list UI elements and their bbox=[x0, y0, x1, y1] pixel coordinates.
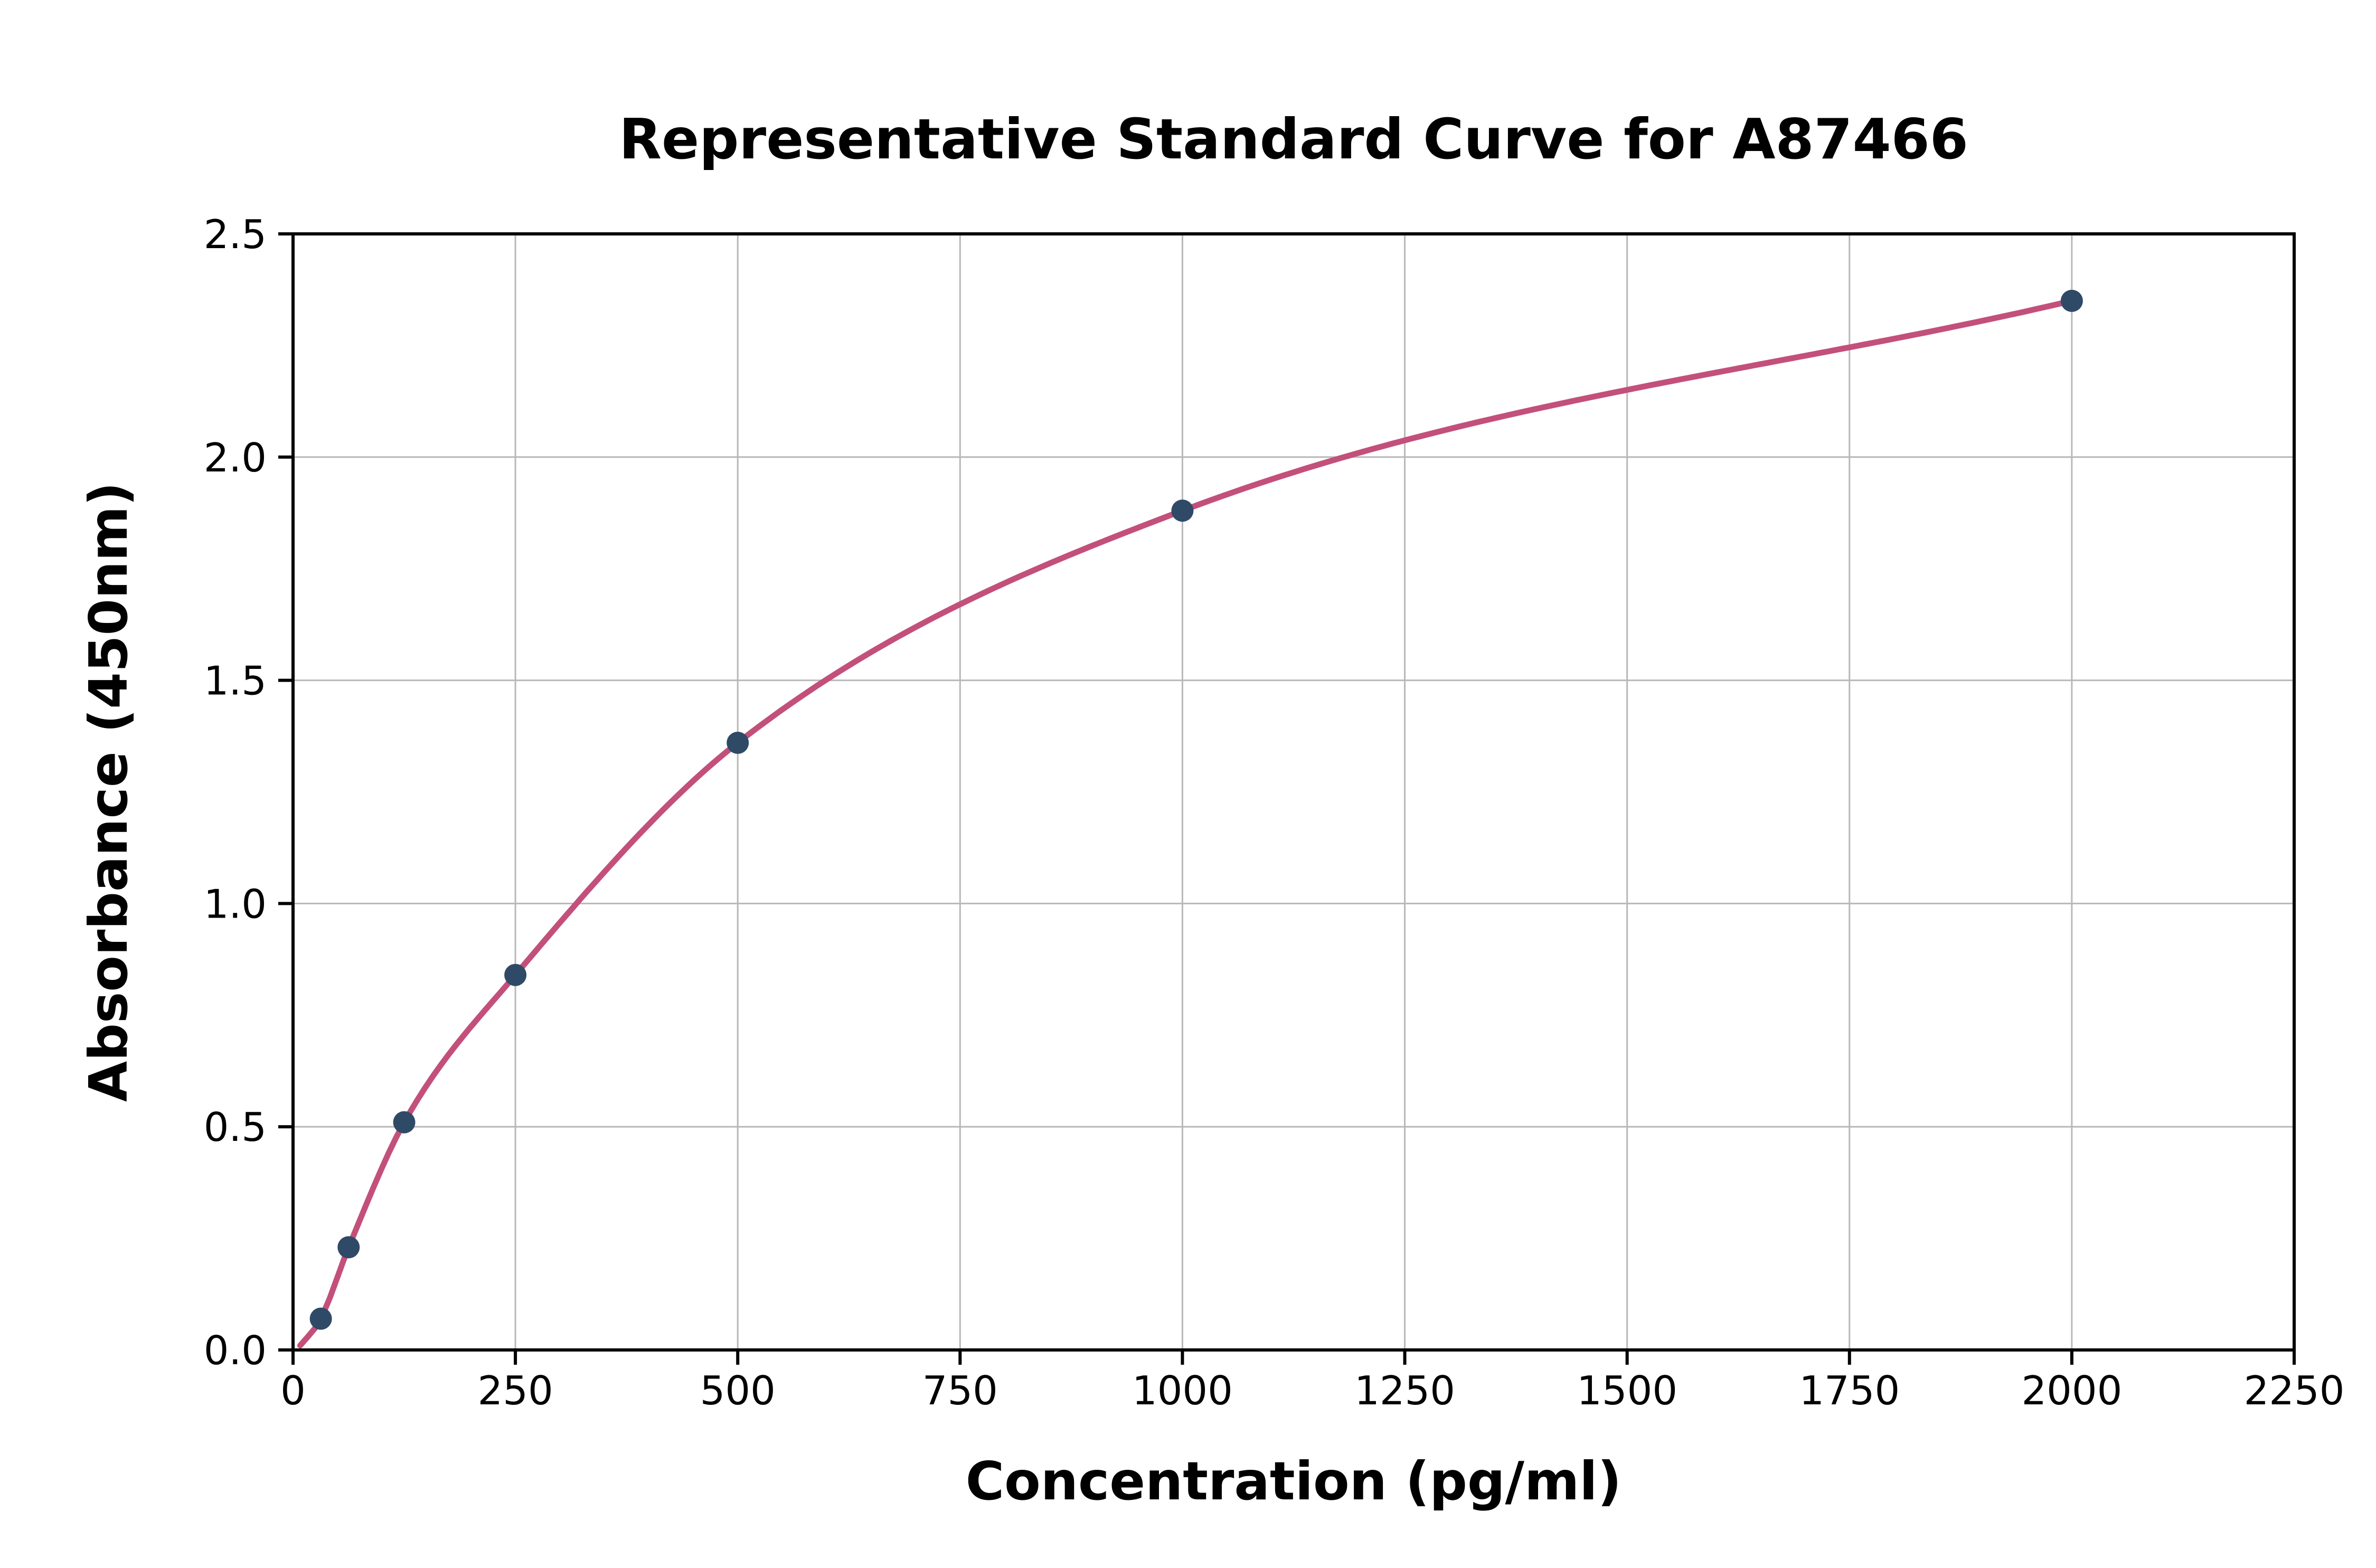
y-tick-labels: 0.0 0.5 1.0 1.5 2.0 2.5 bbox=[204, 211, 267, 1374]
x-tick-label: 0 bbox=[280, 1367, 306, 1414]
x-tick-label: 2250 bbox=[2244, 1367, 2345, 1414]
x-tick-label: 250 bbox=[478, 1367, 553, 1414]
data-point bbox=[1171, 499, 1194, 522]
x-tick-label: 1250 bbox=[1354, 1367, 1455, 1414]
x-tick-label: 2000 bbox=[2021, 1367, 2122, 1414]
plot-data bbox=[297, 289, 2083, 1348]
chart-title: Representative Standard Curve for A87466 bbox=[619, 107, 1968, 172]
y-tick-label: 1.0 bbox=[204, 881, 267, 927]
y-tick-label: 2.0 bbox=[204, 434, 267, 481]
x-tick-label: 1500 bbox=[1577, 1367, 1677, 1414]
x-tick-label: 500 bbox=[700, 1367, 776, 1414]
data-point bbox=[393, 1111, 416, 1134]
data-point bbox=[727, 731, 749, 754]
y-tick-label: 1.5 bbox=[204, 658, 267, 704]
x-tick-label: 750 bbox=[922, 1367, 998, 1414]
data-point bbox=[309, 1307, 332, 1330]
data-point bbox=[504, 964, 527, 986]
axes-frame bbox=[278, 232, 2296, 1365]
x-tick-labels: 0 250 500 750 1000 1250 1500 1750 2000 2250 bbox=[280, 1367, 2344, 1414]
data-point bbox=[2060, 289, 2083, 312]
y-tick-label: 0.5 bbox=[204, 1104, 267, 1150]
y-tick-label: 2.5 bbox=[204, 211, 267, 258]
x-tick-label: 1000 bbox=[1132, 1367, 1233, 1414]
data-point bbox=[337, 1236, 360, 1259]
grid-lines bbox=[292, 233, 2295, 1351]
y-axis-label: Absorbance (450nm) bbox=[78, 482, 139, 1102]
plot-border bbox=[291, 232, 2296, 1352]
x-tick-label: 1750 bbox=[1799, 1367, 1900, 1414]
y-tick-label: 0.0 bbox=[204, 1327, 267, 1374]
x-axis-label: Concentration (pg/ml) bbox=[966, 1450, 1622, 1512]
